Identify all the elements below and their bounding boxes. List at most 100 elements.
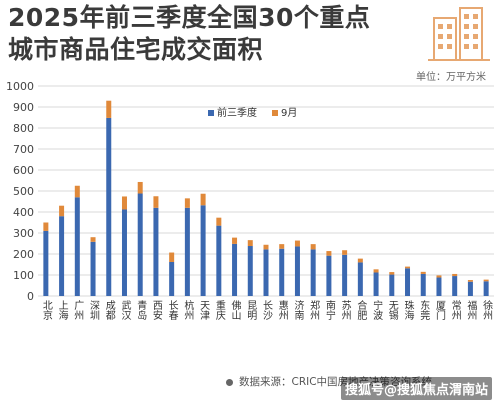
x-tick-label: 西安 [150, 300, 162, 321]
y-tick-label: 800 [13, 122, 34, 135]
x-tick-label: 重庆 [213, 299, 225, 321]
bar-q1-q3 [483, 281, 489, 296]
x-tick-label: 合肥 [355, 299, 367, 321]
bar-q1-q3 [153, 207, 159, 296]
y-tick-label: 400 [13, 206, 34, 219]
bar-q1-q3 [90, 241, 96, 296]
bar-september [106, 100, 112, 118]
x-tick-label: 徐州 [481, 299, 493, 320]
x-tick-label: 厦门 [433, 300, 445, 321]
x-tick-label: 天津 [198, 300, 210, 321]
x-tick-label: 青岛 [135, 299, 147, 321]
y-tick-label: 0 [27, 290, 34, 303]
bar-september [43, 222, 49, 231]
bar-september [294, 240, 300, 247]
x-tick-label: 惠州 [276, 299, 288, 320]
bar-q1-q3 [184, 207, 190, 296]
legend-label: 前三季度 [217, 106, 257, 119]
bar-q1-q3 [59, 216, 65, 296]
bar-q1-q3 [169, 261, 175, 296]
bar-september [74, 185, 80, 198]
bar-september [263, 244, 269, 250]
bar-september [483, 279, 489, 282]
bar-q1-q3 [326, 255, 332, 296]
legend-label: 9月 [281, 107, 297, 119]
y-tick-label: 700 [13, 143, 34, 156]
x-tick-label: 昆明 [245, 300, 257, 321]
x-tick-label: 常州 [449, 299, 461, 320]
bar-q1-q3 [43, 230, 49, 296]
x-tick-label: 郑州 [308, 299, 320, 320]
y-tick-label: 500 [13, 185, 34, 198]
unit-label: 单位：万平方米 [416, 72, 486, 83]
x-tick-label: 长沙 [261, 300, 273, 320]
y-tick-label: 900 [13, 101, 34, 114]
x-tick-label: 长春 [166, 300, 178, 321]
x-tick-label: 宁波 [371, 299, 383, 321]
legend-swatch [208, 110, 214, 116]
bar-september [373, 269, 379, 273]
bar-q1-q3 [467, 281, 473, 296]
bar-q1-q3 [436, 277, 442, 296]
x-tick-label: 苏州 [339, 299, 351, 320]
bar-september [279, 244, 285, 249]
bar-q1-q3 [405, 268, 411, 296]
bar-september [389, 272, 395, 275]
x-tick-label: 上海 [56, 300, 68, 321]
x-tick-label: 杭州 [182, 299, 194, 320]
watermark: 搜狐号@搜狐焦点渭南站 [340, 377, 492, 400]
bar-q1-q3 [74, 197, 80, 296]
bullet-icon [226, 378, 233, 386]
bar-september [184, 198, 190, 208]
bar-q1-q3 [216, 225, 222, 296]
x-tick-label: 东莞 [418, 299, 430, 321]
bar-september [357, 258, 363, 263]
bar-september [436, 275, 442, 278]
bar-september [90, 237, 96, 242]
bar-september [153, 196, 159, 208]
bar-q1-q3 [357, 262, 363, 296]
bar-september [247, 240, 253, 247]
bar-september [405, 266, 411, 269]
x-tick-label: 济南 [292, 299, 304, 320]
y-tick-label: 1000 [6, 80, 34, 93]
x-tick-label: 南宁 [323, 299, 335, 320]
bar-q1-q3 [389, 274, 395, 296]
stacked-bar-chart: 0 100 200 300 400 500 600 700 800 900 1000 北京 上海 广州 深圳… [6, 80, 494, 321]
bar-september [326, 251, 332, 256]
x-tick-label: 无锡 [386, 300, 398, 321]
bar-q1-q3 [106, 117, 112, 296]
bar-september [420, 271, 426, 274]
source-note: 数据来源：CRIC中国房地产决策咨询系统 [226, 374, 432, 389]
bar-q1-q3 [232, 243, 238, 296]
bar-q1-q3 [452, 276, 458, 296]
bar-q1-q3 [279, 248, 285, 296]
building-logo-icon [428, 7, 490, 61]
bar-september [342, 250, 348, 255]
x-tick-label: 广州 [72, 300, 84, 320]
bar-september [452, 273, 458, 277]
bar-q1-q3 [294, 246, 300, 296]
bar-q1-q3 [263, 249, 269, 296]
title-line-1: 2025年前三季度全国30个重点 [8, 3, 371, 32]
x-tick-label: 成都 [103, 300, 115, 321]
chart-title: 2025年前三季度全国30个重点 城市商品住宅成交面积 [8, 2, 418, 66]
y-tick-label: 100 [13, 269, 34, 282]
bar-q1-q3 [310, 249, 316, 296]
x-tick-label: 佛山 [229, 299, 241, 320]
x-tick-label: 北京 [40, 300, 52, 321]
bar-q1-q3 [247, 246, 253, 296]
bar-september [467, 280, 473, 282]
bar-q1-q3 [342, 254, 348, 296]
bar-september [232, 237, 238, 244]
legend-swatch [272, 110, 278, 116]
title-line-2: 城市商品住宅成交面积 [8, 35, 264, 64]
source-text: 数据来源：CRIC中国房地产决策咨询系统 [239, 376, 433, 388]
bar-september [59, 205, 65, 217]
bar-q1-q3 [200, 205, 206, 296]
bar-q1-q3 [373, 272, 379, 296]
bar-q1-q3 [137, 193, 143, 296]
bar-september [121, 196, 127, 210]
x-tick-label: 深圳 [88, 300, 100, 320]
y-tick-label: 600 [13, 164, 34, 177]
